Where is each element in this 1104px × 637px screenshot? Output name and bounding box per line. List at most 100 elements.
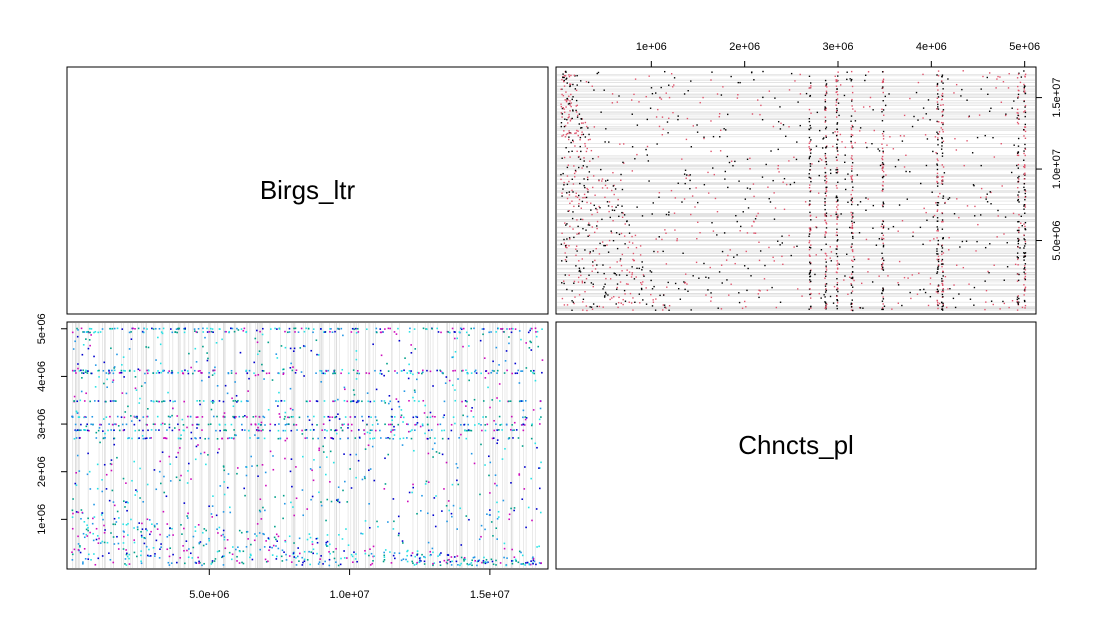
upper-scatter-point bbox=[1024, 269, 1027, 271]
lower-scatter-point bbox=[497, 327, 500, 330]
upper-scatter-point bbox=[809, 227, 812, 229]
lower-scatter-point bbox=[73, 400, 76, 402]
upper-scatter-point bbox=[746, 289, 748, 292]
upper-scatter-point bbox=[835, 252, 838, 255]
lower-scatter-point bbox=[241, 561, 243, 564]
lower-scatter-point bbox=[245, 400, 248, 402]
upper-scatter-point bbox=[720, 308, 723, 310]
lower-scatter-point bbox=[128, 557, 130, 560]
lower-scatter-point bbox=[496, 439, 499, 441]
upper-scatter-point bbox=[727, 186, 729, 189]
lower-scatter-point bbox=[303, 550, 306, 553]
upper-scatter-point bbox=[588, 133, 590, 136]
lower-scatter-point bbox=[482, 561, 485, 564]
lower-scatter-point bbox=[77, 543, 80, 545]
lower-scatter-point bbox=[245, 546, 248, 548]
lower-scatter-point bbox=[167, 561, 170, 564]
upper-scatter-point bbox=[694, 206, 696, 208]
lower-scatter-point bbox=[358, 372, 361, 375]
upper-scatter-point bbox=[936, 201, 939, 204]
upper-scatter-point bbox=[809, 293, 811, 296]
upper-scatter-point bbox=[725, 259, 728, 261]
lower-scatter-point bbox=[207, 357, 209, 360]
lower-scatter-point bbox=[451, 560, 453, 563]
lower-scatter-point bbox=[261, 464, 264, 466]
lower-scatter-point bbox=[524, 416, 527, 418]
lower-scatter-point bbox=[235, 434, 237, 437]
upper-scatter-point bbox=[575, 105, 577, 107]
lower-scatter-point bbox=[196, 416, 199, 418]
lower-scatter-point bbox=[108, 499, 111, 502]
lower-scatter-point bbox=[156, 415, 159, 418]
lower-scatter-point bbox=[188, 548, 190, 550]
lower-scatter-point bbox=[450, 512, 453, 515]
lower-scatter-point bbox=[329, 328, 331, 330]
lower-scatter-point bbox=[355, 378, 358, 380]
upper-scatter-point bbox=[565, 77, 568, 80]
lower-scatter-point bbox=[150, 400, 153, 402]
lower-scatter-point bbox=[267, 537, 270, 539]
lower-scatter-point bbox=[488, 331, 490, 334]
upper-scatter-point bbox=[1017, 303, 1020, 305]
upper-scatter-point bbox=[590, 282, 593, 284]
lower-scatter-point bbox=[402, 421, 404, 423]
upper-scatter-point bbox=[653, 285, 655, 288]
lower-scatter-point bbox=[302, 561, 304, 564]
upper-scatter-point bbox=[937, 290, 939, 292]
upper-scatter-point bbox=[594, 259, 596, 262]
lower-scatter-point bbox=[258, 416, 261, 418]
lower-scatter-point bbox=[445, 504, 448, 507]
upper-scatter-point bbox=[645, 95, 647, 98]
lower-scatter-point bbox=[520, 563, 522, 565]
lower-scatter-point bbox=[278, 328, 281, 330]
lower-scatter-point bbox=[184, 562, 186, 565]
lower-scatter-point bbox=[332, 461, 335, 464]
lower-scatter-point bbox=[124, 370, 126, 372]
upper-scatter-point bbox=[836, 305, 838, 307]
lower-scatter-point bbox=[508, 400, 510, 403]
lower-scatter-point bbox=[338, 534, 340, 536]
lower-scatter-point bbox=[470, 410, 473, 412]
upper-scatter-point bbox=[883, 305, 886, 307]
lower-scatter-point bbox=[439, 423, 442, 426]
lower-scatter-point bbox=[289, 387, 292, 390]
upper-scatter-point bbox=[835, 201, 838, 203]
lower-scatter-point bbox=[169, 399, 172, 402]
upper-scatter-point bbox=[825, 283, 828, 285]
upper-scatter-point bbox=[918, 272, 920, 274]
upper-scatter-point bbox=[835, 169, 837, 171]
lower-scatter-point bbox=[196, 423, 198, 426]
upper-scatter-point bbox=[695, 261, 698, 264]
lower-scatter-point bbox=[538, 467, 540, 469]
upper-scatter-point bbox=[839, 133, 842, 136]
upper-scatter-point bbox=[1024, 272, 1027, 275]
lower-scatter-point bbox=[290, 416, 293, 418]
upper-scatter-point bbox=[645, 303, 648, 305]
upper-scatter-point bbox=[753, 195, 755, 198]
lower-scatter-point bbox=[527, 506, 530, 509]
lower-scatter-point bbox=[118, 372, 121, 374]
upper-scatter-point bbox=[564, 125, 567, 127]
upper-scatter-point bbox=[594, 231, 596, 234]
lower-scatter-point bbox=[527, 331, 530, 334]
lower-scatter-point bbox=[201, 416, 204, 418]
upper-scatter-point bbox=[736, 97, 739, 99]
lower-scatter-point bbox=[414, 555, 417, 558]
lower-scatter-point bbox=[166, 548, 169, 551]
upper-scatter-point bbox=[825, 267, 827, 269]
upper-scatter-point bbox=[1007, 87, 1010, 89]
lower-scatter-point bbox=[318, 561, 321, 564]
upper-scatter-point bbox=[564, 274, 566, 276]
lower-scatter-point bbox=[153, 525, 156, 528]
lower-scatter-point bbox=[89, 331, 91, 334]
lower-scatter-point bbox=[513, 507, 516, 509]
lower-scatter-point bbox=[387, 521, 389, 523]
lower-scatter-point bbox=[319, 328, 322, 330]
lower-scatter-point bbox=[528, 563, 531, 565]
lower-scatter-point bbox=[511, 562, 514, 565]
lower-scatter-point bbox=[235, 372, 237, 375]
upper-scatter-point bbox=[824, 258, 827, 261]
upper-scatter-point bbox=[852, 126, 854, 128]
upper-scatter-point bbox=[825, 271, 827, 273]
upper-scatter-point bbox=[861, 282, 863, 285]
